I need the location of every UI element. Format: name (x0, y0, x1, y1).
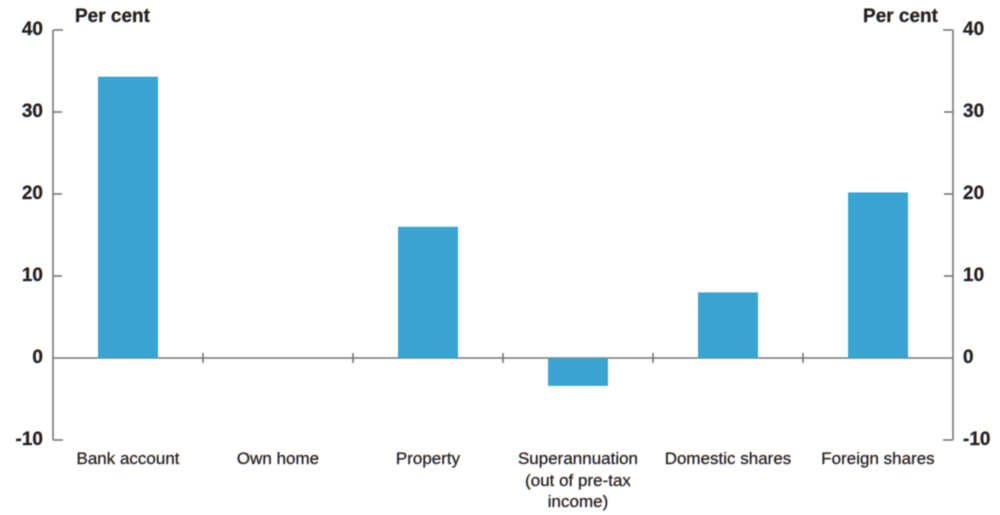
svg-text:30: 30 (963, 101, 984, 122)
svg-text:0: 0 (963, 347, 974, 368)
svg-text:10: 10 (22, 265, 43, 286)
svg-text:40: 40 (963, 19, 984, 40)
svg-text:Domestic shares: Domestic shares (665, 449, 792, 468)
svg-text:-10: -10 (16, 429, 43, 450)
svg-text:10: 10 (963, 265, 984, 286)
svg-text:Own home: Own home (237, 449, 319, 468)
svg-text:40: 40 (22, 19, 43, 40)
svg-text:Per cent: Per cent (75, 6, 151, 27)
svg-text:-10: -10 (963, 429, 990, 450)
svg-text:0: 0 (32, 347, 43, 368)
svg-text:Per cent: Per cent (863, 6, 939, 27)
svg-text:30: 30 (22, 101, 43, 122)
svg-text:20: 20 (963, 183, 984, 204)
svg-text:20: 20 (22, 183, 43, 204)
svg-text:Superannuation: Superannuation (518, 449, 638, 468)
svg-text:Bank account: Bank account (76, 449, 179, 468)
svg-text:Property: Property (396, 449, 461, 468)
svg-text:(out of pre-tax: (out of pre-tax (525, 471, 631, 490)
svg-text:Foreign shares: Foreign shares (821, 449, 934, 468)
svg-text:income): income) (548, 492, 608, 511)
